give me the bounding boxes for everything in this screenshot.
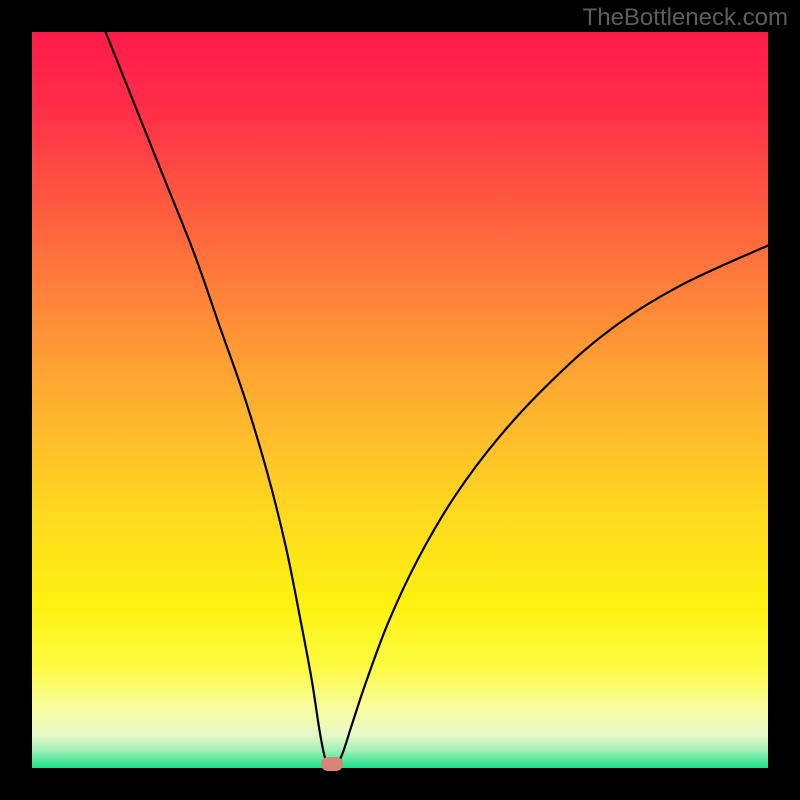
curve-overlay [0,0,800,800]
bottleneck-marker [321,757,343,771]
chart-container: TheBottleneck.com [0,0,800,800]
bottleneck-curve [106,32,768,768]
watermark-text: TheBottleneck.com [583,4,788,32]
